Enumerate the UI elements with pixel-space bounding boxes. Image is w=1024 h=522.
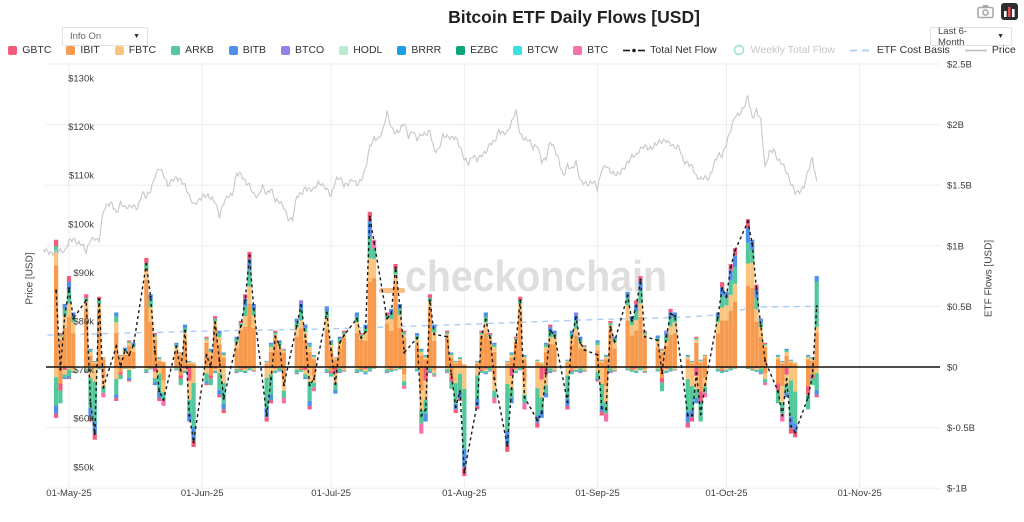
legend-item-weekly-total-flow[interactable]: Weekly Total Flow (732, 44, 835, 56)
legend-label: BRRR (411, 44, 442, 56)
legend-swatch-icon (228, 45, 238, 55)
legend-item-gbtc[interactable]: GBTC (8, 44, 51, 56)
legend-swatch-icon (573, 45, 583, 55)
legend-item-brrr[interactable]: BRRR (397, 44, 441, 56)
info-toggle-label: Info On (70, 31, 102, 42)
svg-text:01-Sep-25: 01-Sep-25 (575, 488, 619, 499)
legend-label: Weekly Total Flow (750, 44, 835, 56)
legend-label: BTCW (527, 44, 559, 56)
modebar (977, 3, 1018, 25)
svg-text:$0: $0 (947, 363, 958, 374)
btc-price-line (42, 94, 818, 257)
legend-label: FBTC (128, 44, 157, 56)
legend-swatch-icon (8, 45, 18, 55)
info-toggle-dropdown[interactable]: Info On ▼ (62, 27, 148, 46)
legend-label: ARKB (185, 44, 214, 56)
legend-label: IBIT (80, 44, 100, 56)
svg-text:$120k: $120k (68, 122, 94, 133)
svg-text:$1.5B: $1.5B (947, 181, 972, 192)
watermark: checkonchain (379, 252, 667, 301)
legend-item-price[interactable]: Price (964, 44, 1016, 56)
etf-cost-basis-line (47, 305, 817, 336)
svg-text:checkonchain: checkonchain (405, 252, 667, 301)
legend-swatch-icon (171, 45, 181, 55)
dashed-line-icon (849, 49, 872, 51)
svg-text:$-0.5B: $-0.5B (947, 423, 975, 434)
svg-text:$110k: $110k (69, 171, 94, 182)
legend-swatch-icon (281, 45, 291, 55)
total-net-flow-markers (55, 215, 818, 474)
legend-item-btc[interactable]: BTC (573, 44, 608, 56)
legend-label: BITB (242, 44, 267, 56)
legend-swatch-icon (456, 45, 466, 55)
legend-swatch-icon (114, 45, 124, 55)
svg-text:$100k: $100k (68, 219, 94, 230)
legend-label: GBTC (22, 44, 52, 56)
svg-text:01-Nov-25: 01-Nov-25 (837, 488, 881, 499)
legend: GBTC IBIT FBTC ARKB BITB BTCO HODL BRRR EZBC BTCW… (8, 44, 1016, 56)
legend-label: EZBC (470, 44, 499, 56)
svg-text:01-May-25: 01-May-25 (46, 488, 91, 499)
svg-text:$70k: $70k (73, 365, 94, 376)
legend-item-btcw[interactable]: BTCW (513, 44, 558, 56)
axis-tick-labels: $130k $120k $110k $100k $90k $80k $70k $60k $50k… (46, 60, 975, 500)
legend-swatch-icon (513, 45, 523, 55)
legend-label: BTC (587, 44, 609, 56)
legend-item-ibit[interactable]: IBIT (66, 44, 100, 56)
svg-text:$1B: $1B (947, 241, 964, 252)
chevron-down-icon: ▼ (997, 33, 1004, 40)
legend-item-bitb[interactable]: BITB (228, 44, 267, 56)
legend-label: Price (991, 44, 1016, 56)
svg-text:$0.5B: $0.5B (947, 302, 972, 313)
checkonchain-logo-icon[interactable] (1001, 3, 1018, 25)
svg-text:$130k: $130k (68, 74, 94, 85)
legend-item-total-net-flow[interactable]: Total Net Flow (623, 44, 717, 56)
camera-snapshot-icon[interactable] (977, 4, 994, 24)
svg-text:$-1B: $-1B (947, 484, 967, 495)
svg-text:$2.5B: $2.5B (947, 60, 972, 71)
chevron-down-icon: ▼ (133, 33, 140, 40)
svg-text:$90k: $90k (73, 268, 94, 279)
solid-line-icon (964, 49, 987, 51)
legend-swatch-icon (339, 45, 349, 55)
time-range-dropdown[interactable]: Last 6-Month ▼ (930, 25, 1012, 48)
legend-item-ezbc[interactable]: EZBC (456, 44, 498, 56)
legend-item-fbtc[interactable]: FBTC (114, 44, 157, 56)
legend-item-arkb[interactable]: ARKB (171, 44, 214, 56)
svg-text:$60k: $60k (73, 414, 94, 425)
dash-dot-line-icon (623, 48, 646, 52)
svg-text:$50k: $50k (73, 462, 94, 473)
chart-title: Bitcoin ETF Daily Flows [USD] (448, 7, 700, 27)
legend-label: ETF Cost Basis (876, 44, 950, 56)
svg-text:01-Jul-25: 01-Jul-25 (311, 488, 351, 499)
legend-label: Total Net Flow (650, 44, 717, 56)
legend-item-hodl[interactable]: HODL (339, 44, 382, 56)
time-range-label: Last 6-Month (938, 25, 968, 48)
legend-label: HODL (353, 44, 383, 56)
legend-label: BTCO (295, 44, 325, 56)
legend-swatch-icon (66, 45, 76, 55)
legend-swatch-icon (397, 45, 407, 55)
svg-text:01-Aug-25: 01-Aug-25 (442, 488, 486, 499)
svg-text:$2B: $2B (947, 120, 964, 131)
svg-text:01-Jun-25: 01-Jun-25 (181, 488, 224, 499)
circle-marker-icon (733, 44, 744, 56)
legend-item-etf-cost-basis[interactable]: ETF Cost Basis (849, 44, 950, 56)
svg-text:$80k: $80k (73, 317, 94, 328)
svg-text:01-Oct-25: 01-Oct-25 (705, 488, 747, 499)
legend-item-btco[interactable]: BTCO (281, 44, 324, 56)
